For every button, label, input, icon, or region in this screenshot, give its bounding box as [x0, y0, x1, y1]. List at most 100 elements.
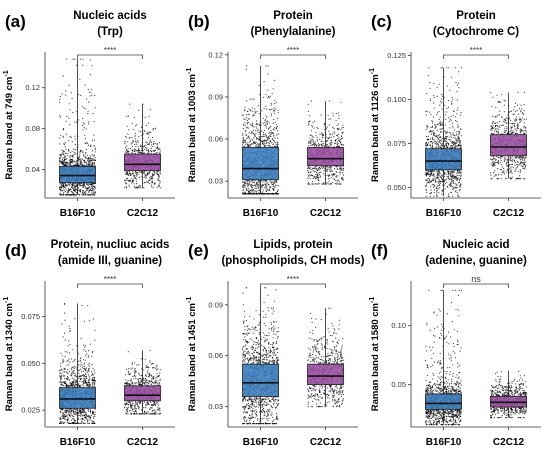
data-point: [67, 190, 69, 192]
data-point: [459, 184, 461, 186]
data-point: [129, 148, 131, 150]
data-point: [84, 108, 86, 110]
data-point: [140, 126, 142, 128]
data-point: [428, 139, 430, 141]
data-point: [257, 129, 259, 131]
data-point: [64, 190, 66, 193]
data-point: [247, 185, 249, 188]
data-point: [134, 144, 136, 146]
data-point: [267, 73, 269, 75]
data-point: [70, 163, 72, 165]
data-point: [64, 187, 66, 189]
data-point: [441, 143, 443, 145]
data-point: [74, 189, 76, 191]
data-point: [251, 187, 253, 189]
data-point: [447, 143, 450, 145]
data-point: [149, 142, 151, 144]
data-point: [460, 174, 462, 176]
data-point: [245, 125, 247, 127]
data-point: [433, 95, 435, 97]
data-point: [452, 98, 454, 100]
data-point: [447, 132, 449, 134]
data-point: [88, 186, 90, 188]
data-point: [256, 193, 258, 195]
data-point: [311, 126, 313, 128]
data-point: [93, 159, 96, 161]
data-point: [154, 171, 156, 173]
y-tick-label: 0.04: [25, 165, 40, 174]
data-point: [138, 109, 140, 111]
data-point: [136, 187, 138, 189]
data-point: [80, 188, 82, 190]
data-point: [249, 139, 252, 141]
data-point: [248, 182, 250, 184]
data-point: [454, 137, 457, 139]
panel-subtitle: (Phenylalanine): [251, 26, 336, 38]
data-point: [151, 181, 153, 183]
data-point: [457, 107, 459, 109]
data-point: [72, 162, 74, 164]
data-point: [330, 139, 332, 141]
panel-c: (c) Protein(Cytochrome C)Raman band at 11…: [369, 10, 541, 219]
data-point: [270, 102, 272, 104]
data-point: [433, 107, 435, 109]
data-point: [328, 175, 330, 177]
x-tick-label: B16F10: [60, 208, 96, 219]
data-point: [432, 178, 434, 180]
data-point: [73, 194, 76, 196]
data-point: [85, 162, 87, 164]
data-point: [314, 171, 316, 173]
data-point: [450, 132, 452, 134]
data-point: [146, 133, 148, 135]
data-point: [245, 100, 248, 102]
data-point: [327, 114, 329, 116]
data-point: [246, 142, 248, 144]
data-point: [127, 133, 129, 135]
data-point: [274, 186, 276, 188]
data-point: [159, 151, 161, 153]
data-point: [132, 128, 134, 130]
data-point: [159, 180, 161, 183]
data-point: [439, 173, 441, 175]
data-point: [426, 138, 428, 140]
data-point: [66, 194, 68, 196]
data-point: [450, 100, 452, 102]
data-point: [159, 170, 161, 172]
data-point: [72, 186, 74, 188]
data-point: [131, 173, 133, 175]
data-point: [440, 67, 442, 69]
data-point: [75, 188, 78, 190]
data-point: [270, 135, 272, 137]
data-point: [92, 194, 94, 196]
data-point: [65, 58, 68, 60]
data-point: [438, 178, 440, 180]
data-point: [61, 157, 63, 159]
data-point: [455, 190, 457, 192]
data-point: [450, 134, 452, 136]
data-point: [336, 183, 338, 185]
data-point: [134, 138, 136, 140]
data-point: [92, 164, 94, 166]
data-point: [243, 118, 245, 120]
data-point: [309, 140, 311, 142]
data-point: [269, 188, 271, 190]
data-point: [71, 194, 73, 196]
data-point: [272, 88, 274, 90]
data-point: [127, 177, 129, 179]
data-point: [312, 141, 314, 143]
data-point: [450, 119, 452, 121]
data-point: [94, 159, 96, 161]
data-point: [429, 111, 431, 113]
data-point: [61, 93, 63, 95]
data-point: [246, 144, 248, 146]
data-point: [68, 140, 70, 142]
data-point: [73, 188, 75, 190]
data-point: [268, 184, 270, 186]
data-point: [311, 140, 313, 142]
data-point: [437, 188, 439, 190]
data-point: [425, 179, 427, 182]
data-point: [452, 177, 454, 179]
data-point: [429, 82, 431, 84]
data-point: [127, 147, 129, 149]
data-point: [433, 96, 436, 99]
